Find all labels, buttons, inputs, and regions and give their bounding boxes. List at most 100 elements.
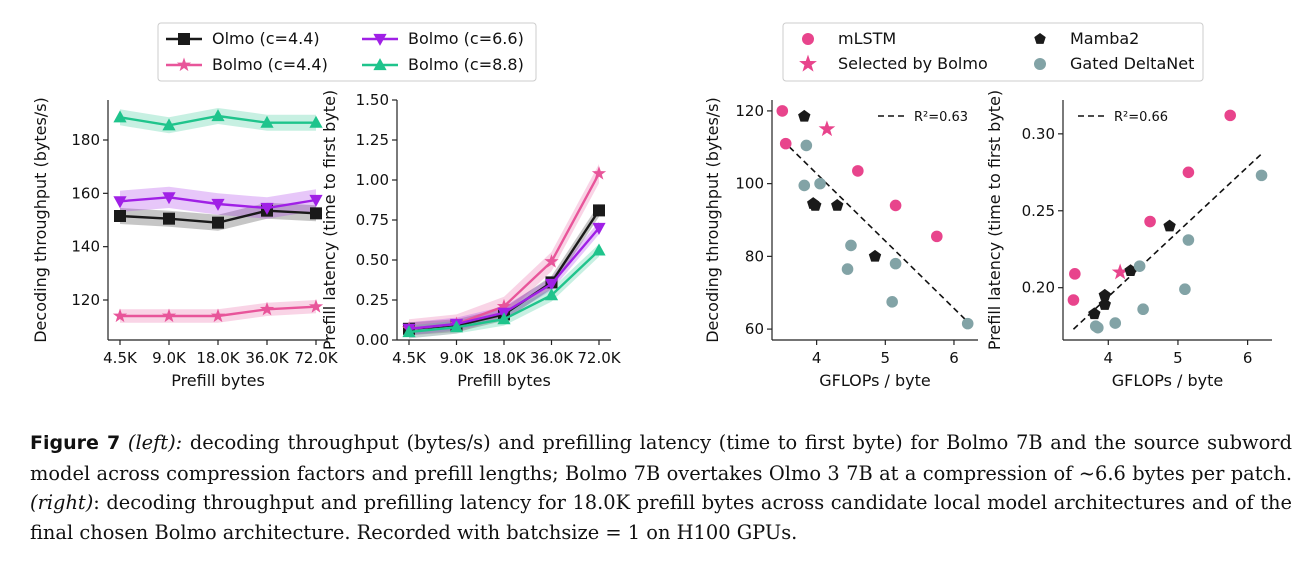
data-point-mamba2 xyxy=(1163,219,1176,232)
data-point-mamba2 xyxy=(1098,298,1111,310)
y-tick-label: 1.25 xyxy=(356,131,389,149)
data-point-gated xyxy=(1109,317,1122,329)
y-tick-label: 0.25 xyxy=(356,291,389,309)
data-point-bolmo66 xyxy=(211,198,225,211)
x-tick-label: 9.0K xyxy=(440,349,475,367)
data-point-gated xyxy=(814,177,826,190)
data-point-bolmo88 xyxy=(309,115,323,128)
x-tick-label: 4.5K xyxy=(103,349,138,367)
legend-marker-olmo xyxy=(178,33,190,45)
legend-marker-bolmo66 xyxy=(373,33,387,46)
legend-label-bolmo44: Bolmo (c=4.4) xyxy=(212,55,328,74)
data-point-olmo xyxy=(593,204,605,217)
data-point-bolmo44 xyxy=(161,308,177,323)
data-point-gated xyxy=(1182,234,1195,246)
y-tick-label: 0.25 xyxy=(1022,202,1055,220)
legend-marker-selected xyxy=(799,54,817,72)
legend-label-selected: Selected by Bolmo xyxy=(838,54,988,73)
data-point-mamba2 xyxy=(831,198,844,211)
data-point-bolmo66 xyxy=(113,196,127,209)
legend-marker-mamba2 xyxy=(1034,33,1046,44)
y-tick-label: 0.50 xyxy=(356,251,389,269)
y-tick-label: 160 xyxy=(71,184,100,202)
data-point-bolmo66 xyxy=(592,222,606,235)
fit-line xyxy=(781,139,969,323)
data-point-gated xyxy=(886,296,898,308)
data-point-bolmo88 xyxy=(113,110,127,123)
x-axis-title: Prefill bytes xyxy=(171,371,265,390)
y-tick-label: 180 xyxy=(71,131,100,149)
data-point-selected xyxy=(1111,263,1129,280)
x-tick-label: 4.5K xyxy=(392,349,427,367)
legend-label-olmo: Olmo (c=4.4) xyxy=(212,29,320,48)
data-point-olmo xyxy=(310,207,322,220)
data-point-mamba2 xyxy=(1088,307,1101,320)
data-point-mlstm xyxy=(889,199,902,212)
data-point-bolmo44 xyxy=(259,301,275,316)
data-point-gated xyxy=(798,179,811,192)
y-tick-label: 1.50 xyxy=(356,91,389,109)
data-point-gated xyxy=(800,139,813,152)
data-point-gated xyxy=(889,257,902,270)
data-point-bolmo44 xyxy=(308,299,324,313)
scatter-latency-panel: R²=0.66 0.20 0.25 0.30 4 5 6 GFLOPs / byte Prefi… xyxy=(985,90,1272,390)
data-point-bolmo88 xyxy=(497,312,511,325)
y-tick-label: 60 xyxy=(745,320,764,338)
x-tick-label: 5 xyxy=(1173,349,1183,367)
data-point-mlstm xyxy=(779,137,792,150)
x-tick-label: 9.0K xyxy=(152,349,187,367)
data-point-bolmo88 xyxy=(402,325,416,338)
y-tick-label: 80 xyxy=(745,247,764,265)
y-tick-label: 1.00 xyxy=(356,171,389,189)
data-point-bolmo66 xyxy=(544,278,559,291)
data-point-bolmo88 xyxy=(162,118,176,131)
caption-label: Figure 7 xyxy=(30,432,121,454)
x-axis-title: GFLOPs / byte xyxy=(1112,371,1224,390)
data-point-mamba2 xyxy=(1124,264,1137,277)
legend-label-mamba2: Mamba2 xyxy=(1070,29,1139,48)
x-tick-label: 4 xyxy=(1104,349,1114,367)
data-point-gated xyxy=(1089,320,1102,332)
data-point-bolmo88 xyxy=(449,320,464,333)
caption-text-2: : decoding throughput and prefilling lat… xyxy=(30,491,1292,544)
caption-left-tag: (left): xyxy=(127,431,183,454)
legend-label-gated: Gated DeltaNet xyxy=(1070,54,1194,73)
data-point-mlstm xyxy=(1144,215,1156,228)
x-tick-label: 18.0K xyxy=(196,349,240,367)
data-point-gated xyxy=(845,239,857,252)
data-point-bolmo44 xyxy=(591,166,607,180)
y-tick-label: 0.00 xyxy=(356,331,389,349)
data-point-bolmo88 xyxy=(592,243,606,256)
figure: Olmo (c=4.4) Bolmo (c=6.6) Bolmo (c=4.4) Bo… xyxy=(31,22,1272,390)
data-point-bolmo88 xyxy=(211,109,225,122)
y-tick-label: 0.20 xyxy=(1022,279,1055,297)
data-point-bolmo44 xyxy=(112,308,128,323)
y-tick-label: 0.30 xyxy=(1022,125,1055,143)
throughput-panel: 120 140 160 180 4.5K 9.0K 18.0K 36.0K 72.0K Prefi… xyxy=(31,97,339,390)
legend-label-mlstm: mLSTM xyxy=(838,29,896,48)
x-axis-title: Prefill bytes xyxy=(457,371,551,390)
data-point-bolmo44 xyxy=(544,254,559,268)
data-point-olmo xyxy=(114,210,126,222)
caption-text-1: decoding throughput (bytes/s) and prefil… xyxy=(30,431,1292,485)
data-point-gated xyxy=(1179,283,1191,296)
legend-marker-bolmo88 xyxy=(373,58,387,71)
data-point-mamba2 xyxy=(798,109,811,122)
data-point-gated xyxy=(1133,260,1146,272)
data-point-mlstm xyxy=(1182,166,1195,179)
data-point-mlstm xyxy=(1067,294,1080,306)
x-tick-label: 5 xyxy=(881,349,891,367)
legend-marker-bolmo44 xyxy=(176,57,192,72)
data-point-mlstm xyxy=(931,230,943,243)
y-axis-title: Prefill latency (time to first byte) xyxy=(985,90,1004,350)
y-tick-label: 100 xyxy=(735,175,764,193)
x-axis-title: GFLOPs / byte xyxy=(819,371,931,390)
y-axis-title: Prefill latency (time to first byte) xyxy=(320,90,339,350)
latency-panel: 0.00 0.25 0.50 0.75 1.00 1.25 1.50 4.5K 9.0K 18.0… xyxy=(320,90,622,390)
y-tick-label: 0.75 xyxy=(356,211,389,229)
x-tick-label: 6 xyxy=(949,349,959,367)
data-point-mamba2 xyxy=(868,249,882,262)
x-tick-label: 4 xyxy=(812,349,822,367)
data-point-selected xyxy=(818,120,836,137)
data-point-gated xyxy=(841,263,854,275)
